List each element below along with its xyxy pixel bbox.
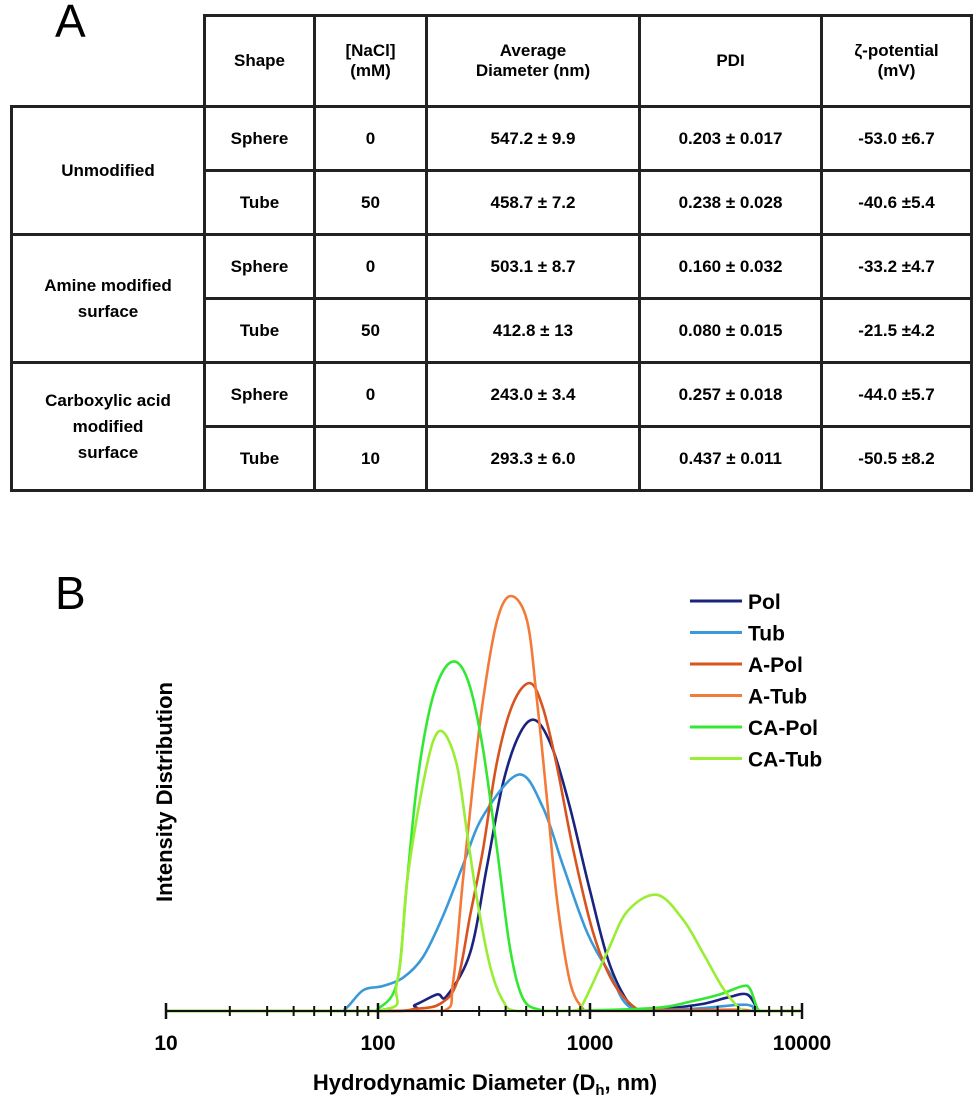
cell-nacl: 0 <box>313 361 428 428</box>
x-axis-label-sub: h <box>595 1082 604 1099</box>
series-curves <box>165 594 800 1013</box>
header-zeta: ζ-potential (mV) <box>820 14 973 108</box>
series-line-a-pol <box>165 681 800 1013</box>
cell-nacl: 0 <box>313 233 428 300</box>
x-tick-label: 1000 <box>567 1032 614 1055</box>
cell-shape: Tube <box>203 169 316 236</box>
legend-label: CA-Tub <box>748 749 822 772</box>
cell-nacl: 50 <box>313 297 428 364</box>
cell-zeta: -21.5 ±4.2 <box>820 297 973 364</box>
series-line-tub <box>165 773 800 1013</box>
cell-shape: Tube <box>203 425 316 492</box>
x-axis-label: Hydrodynamic Diameter (Dh, nm) <box>313 1070 657 1099</box>
dls-table: Shape [NaCl] (mM) Average Diameter (nm) PDI… <box>10 14 973 492</box>
series-line-ca-tub <box>165 729 800 1013</box>
cell-pdi: 0.160 ± 0.032 <box>638 233 823 300</box>
legend-label: A-Tub <box>748 686 807 709</box>
cell-nacl: 50 <box>313 169 428 236</box>
legend-label: Tub <box>748 623 785 646</box>
x-axis-label-end: , nm) <box>605 1070 658 1095</box>
table-row: Tube 50 458.7 ± 7.2 0.238 ± 0.028 -40.6 ±5.4 <box>12 169 973 236</box>
table-row: Amine modified surface Sphere 0 503.1 ± 8.7… <box>10 233 973 364</box>
cell-pdi: 0.257 ± 0.018 <box>638 361 823 428</box>
header-nacl: [NaCl] (mM) <box>313 14 428 108</box>
cell-zeta: -40.6 ±5.4 <box>820 169 973 236</box>
cell-zeta: -44.0 ±5.7 <box>820 361 973 428</box>
table-row: Tube 10 293.3 ± 6.0 0.437 ± 0.011 -50.5 ±8.2 <box>12 425 973 492</box>
series-line-pol <box>165 718 800 1013</box>
x-tick-label: 10 <box>154 1032 177 1055</box>
header-shape: Shape <box>203 14 316 108</box>
group-label: Unmodified <box>10 105 206 236</box>
cell-diameter: 503.1 ± 8.7 <box>425 233 641 300</box>
cell-diameter: 293.3 ± 6.0 <box>425 425 641 492</box>
cell-pdi: 0.080 ± 0.015 <box>638 297 823 364</box>
cell-shape: Sphere <box>203 361 316 428</box>
cell-shape: Tube <box>203 297 316 364</box>
series-line-a-tub <box>165 594 800 1013</box>
cell-nacl: 0 <box>313 105 428 172</box>
cell-diameter: 243.0 ± 3.4 <box>425 361 641 428</box>
cell-pdi: 0.203 ± 0.017 <box>638 105 823 172</box>
group-label: Amine modified surface <box>10 233 206 364</box>
cell-diameter: 458.7 ± 7.2 <box>425 169 641 236</box>
x-tick-label: 10000 <box>773 1032 831 1055</box>
legend: Pol Tub A-Pol A-Tub CA-Pol CA-Tub <box>690 591 822 772</box>
x-axis-label-main: Hydrodynamic Diameter (D <box>313 1070 595 1095</box>
table-row: Tube 50 412.8 ± 13 0.080 ± 0.015 -21.5 ±4.2 <box>12 297 973 364</box>
x-axis: 10 100 1000 10000 <box>154 1003 831 1055</box>
legend-label: A-Pol <box>748 654 803 677</box>
legend-label: Pol <box>748 591 781 614</box>
panel-b-letter: B <box>55 567 86 619</box>
cell-nacl: 10 <box>313 425 428 492</box>
cell-zeta: -33.2 ±4.7 <box>820 233 973 300</box>
cell-shape: Sphere <box>203 233 316 300</box>
cell-zeta: -50.5 ±8.2 <box>820 425 973 492</box>
cell-diameter: 547.2 ± 9.9 <box>425 105 641 172</box>
y-axis-label: Intensity Distribution <box>152 682 177 902</box>
table-row: Carboxylic acid modified surface Sphere 0 2… <box>10 361 973 492</box>
header-pdi: PDI <box>638 14 823 108</box>
cell-pdi: 0.238 ± 0.028 <box>638 169 823 236</box>
table-row: Unmodified Sphere 0 547.2 ± 9.9 0.203 ± 0.01… <box>10 105 973 236</box>
header-diameter: Average Diameter (nm) <box>425 14 641 108</box>
legend-label: CA-Pol <box>748 717 818 740</box>
cell-zeta: -53.0 ±6.7 <box>820 105 973 172</box>
group-label: Carboxylic acid modified surface <box>10 361 206 492</box>
cell-shape: Sphere <box>203 105 316 172</box>
cell-pdi: 0.437 ± 0.011 <box>638 425 823 492</box>
cell-diameter: 412.8 ± 13 <box>425 297 641 364</box>
x-tick-label: 100 <box>360 1032 395 1055</box>
header-blank <box>11 15 206 108</box>
table-header-row: Shape [NaCl] (mM) Average Diameter (nm) PDI… <box>11 14 973 108</box>
